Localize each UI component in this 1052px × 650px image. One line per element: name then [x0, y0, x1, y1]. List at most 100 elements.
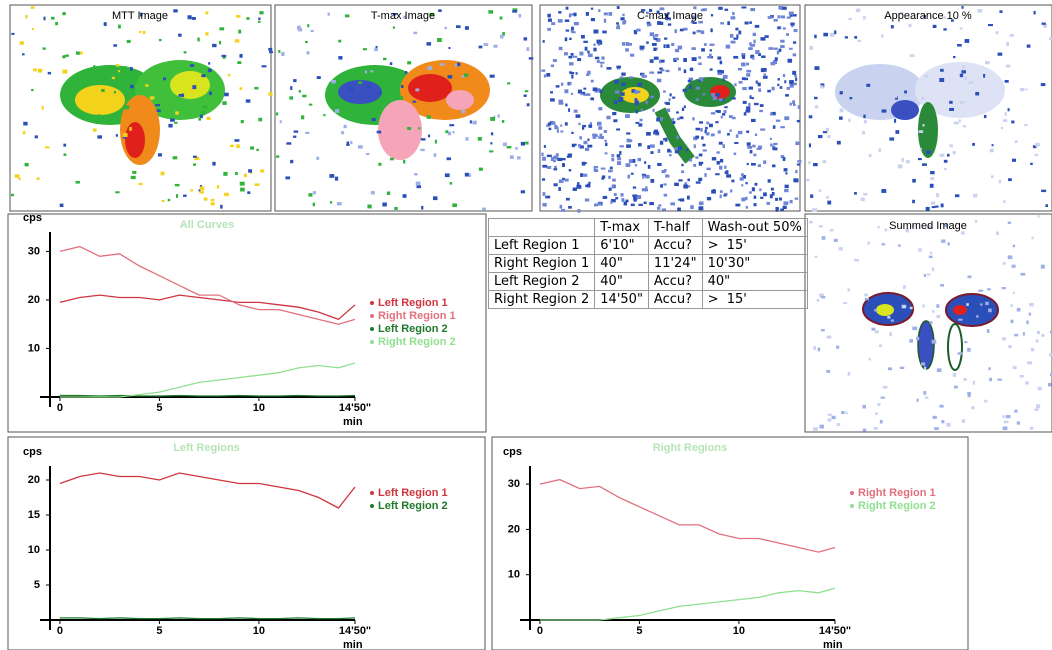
legend-entry: Left Region 1: [378, 297, 448, 309]
speckle: [1001, 337, 1007, 341]
speckle: [820, 296, 826, 299]
speckle: [587, 50, 590, 54]
speckle: [823, 32, 828, 37]
header-cell: T-max: [594, 218, 649, 237]
speckle: [785, 172, 788, 175]
speckle: [928, 255, 933, 259]
speckle: [637, 82, 643, 87]
speckle: [248, 169, 253, 173]
speckle: [772, 147, 778, 151]
speckle: [558, 179, 564, 184]
speckle: [403, 15, 407, 19]
speckle: [750, 8, 756, 12]
speckle: [559, 204, 563, 209]
speckle: [718, 6, 723, 10]
speckle: [775, 207, 779, 211]
legend-entry: Left Region 2: [378, 500, 448, 512]
speckle: [812, 208, 818, 212]
speckle: [378, 162, 382, 166]
speckle: [358, 81, 363, 85]
speckle: [1001, 286, 1006, 290]
speckle: [24, 162, 29, 167]
speckle: [416, 185, 422, 189]
header-row: T-max T-half Wash-out 50%: [487, 218, 808, 237]
speckle: [794, 74, 797, 78]
speckle: [990, 175, 994, 178]
speckle: [444, 173, 450, 178]
speckle: [469, 120, 472, 124]
speckle: [722, 77, 725, 81]
speckle: [962, 125, 967, 128]
speckle: [499, 16, 503, 20]
speckle: [592, 87, 598, 92]
speckle: [710, 14, 714, 17]
speckle: [692, 21, 697, 24]
speckle: [569, 37, 572, 41]
speckle: [500, 34, 504, 39]
speckle: [1035, 142, 1040, 147]
speckle: [792, 14, 797, 17]
speckle: [420, 148, 425, 152]
speckle: [985, 61, 990, 65]
speckle: [665, 102, 671, 105]
series-line: [59, 617, 356, 620]
speckle: [620, 17, 625, 21]
speckle: [724, 106, 728, 109]
speckle: [585, 12, 589, 16]
speckle: [836, 423, 841, 427]
speckle: [958, 119, 961, 123]
speckle: [980, 303, 983, 306]
table-cell: > 15': [701, 236, 808, 255]
speckle: [603, 130, 607, 134]
speckle: [881, 243, 886, 246]
speckle: [590, 18, 595, 22]
speckle: [746, 130, 750, 133]
speckle: [258, 117, 263, 122]
speckle: [1020, 272, 1026, 276]
speckle: [625, 42, 630, 46]
speckle: [632, 159, 636, 163]
speckle: [669, 93, 672, 97]
speckle: [586, 93, 591, 96]
speckle: [338, 56, 343, 60]
legend-bullet: [370, 504, 374, 508]
speckle: [118, 24, 121, 29]
speckle: [621, 82, 626, 87]
speckle: [912, 326, 918, 331]
speckle: [616, 154, 621, 158]
speckle: [227, 73, 231, 77]
speckle: [578, 122, 581, 126]
speckle: [723, 194, 727, 197]
speckle: [597, 136, 602, 139]
speckle: [327, 12, 330, 16]
speckle: [328, 82, 332, 86]
speckle: [647, 164, 651, 169]
speckle: [604, 152, 608, 155]
speckle: [719, 70, 724, 74]
speckle: [655, 131, 659, 135]
speckle: [62, 69, 68, 74]
speckle: [210, 202, 215, 206]
speckle: [672, 120, 676, 124]
speckle: [433, 153, 437, 157]
speckle: [862, 404, 867, 409]
speckle: [718, 141, 723, 145]
speckle: [33, 68, 37, 72]
speckle: [437, 37, 442, 42]
speckle: [780, 39, 785, 43]
speckle: [692, 31, 696, 35]
speckle: [25, 15, 28, 19]
speckle: [362, 48, 367, 51]
speckle: [603, 12, 608, 16]
speckle: [620, 92, 625, 96]
speckle: [862, 131, 866, 135]
speckle: [841, 411, 845, 415]
speckle: [636, 195, 642, 200]
speckle: [818, 225, 823, 228]
speckle: [560, 124, 563, 127]
speckle: [727, 21, 730, 26]
speckle: [1009, 34, 1015, 37]
speckle: [124, 105, 130, 110]
speckle: [635, 109, 639, 114]
speckle: [561, 208, 566, 212]
